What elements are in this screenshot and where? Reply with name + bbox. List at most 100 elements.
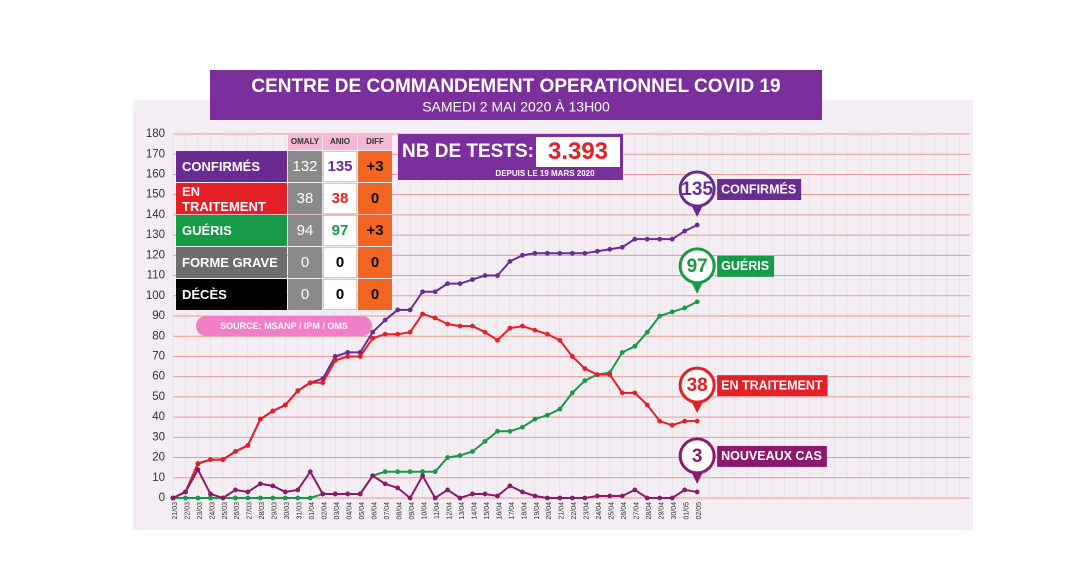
point [507,325,513,331]
point [582,366,588,371]
point [582,250,588,256]
point [382,331,388,337]
cell-diff: 0 [358,247,392,278]
row-label: EN TRAITEMENT [176,183,287,214]
point [594,248,600,254]
point [557,406,563,412]
point [582,378,588,384]
point [607,372,613,378]
point [332,354,338,359]
point [345,491,351,497]
y-tick-label: 60 [152,371,165,383]
point [569,250,575,256]
x-tick-label: 08/04 [396,502,403,520]
x-tick-label: 21/04 [559,502,566,520]
point [345,354,351,359]
y-tick-label: 40 [152,411,165,423]
x-tick-label: 18/04 [521,502,528,520]
point [432,469,438,475]
end-value-label: 3 [692,446,703,467]
row-label: DÉCÈS [176,279,287,310]
point [594,493,600,499]
x-tick-label: 10/04 [421,502,428,520]
point [457,495,463,501]
cell-diff: +3 [358,151,392,182]
x-tick-label: 17/04 [509,502,516,520]
x-tick-label: 29/04 [659,502,666,520]
point [619,390,625,396]
point [183,489,188,495]
row-label: CONFIRMÉS [176,151,287,182]
title-banner [210,70,822,120]
point [557,495,563,501]
legend-label: NOUVEAUX CAS [721,449,822,463]
point [657,313,663,319]
x-tick-label: 06/04 [372,502,379,520]
x-tick-label: 21/03 [172,502,179,520]
x-tick-label: 02/04 [322,502,329,520]
y-tick-label: 10 [152,472,165,484]
point [619,493,625,499]
point [470,491,475,497]
x-tick-label: 14/04 [471,502,478,520]
y-tick-label: 30 [152,431,165,443]
y-tick-label: 180 [146,128,165,140]
legend-label: CONFIRMÉS [721,181,796,196]
point [370,329,376,335]
cell-omaly: 94 [288,215,322,246]
point [420,311,425,317]
cell-anio: 38 [323,183,357,214]
x-tick-label: 27/03 [247,502,254,520]
point [395,307,401,313]
end-bubble [678,170,716,208]
point [482,329,488,335]
point [669,309,675,315]
point [220,495,226,501]
x-tick-label: 25/03 [222,502,229,520]
point [482,273,488,278]
point [445,321,450,327]
series: 3 NOUVEAUX CAS [170,437,827,501]
point [445,455,450,460]
point [632,390,638,396]
point [245,489,251,495]
tests-note: DEPUIS LE 19 MARS 2020 [495,168,595,178]
point [557,337,563,343]
point [682,305,688,311]
point [545,331,550,337]
col-header: ANIO [323,133,357,150]
y-tick-label: 120 [146,249,165,261]
point [257,416,263,422]
row-label: FORME GRAVE [176,247,287,278]
x-tick-label: 26/03 [234,502,241,520]
point [457,281,463,287]
point [282,489,288,495]
x-tick-label: 01/05 [684,502,691,520]
chart-subtitle: SAMEDI 2 MAI 2020 À 13H00 [422,99,610,115]
y-tick-label: 50 [152,391,165,403]
col-header: OMALY [288,133,322,150]
point [220,457,226,462]
point [694,489,700,495]
x-tick-label: 09/04 [409,502,416,520]
point [582,495,588,501]
point [545,250,550,256]
point [320,491,326,497]
point [282,495,288,501]
y-tick-label: 170 [146,148,165,160]
point [233,487,238,493]
point [607,246,613,252]
point [682,228,688,234]
point [694,299,700,305]
y-tick-label: 20 [152,452,165,464]
point [208,495,213,501]
point [657,236,663,242]
x-tick-label: 16/04 [496,502,503,520]
point [669,236,675,242]
x-tick-label: 24/04 [596,502,603,520]
point [295,487,301,493]
x-tick-label: 30/03 [284,502,291,520]
x-tick-label: 19/04 [534,502,541,520]
x-tick-label: 11/04 [434,502,441,519]
point [170,495,176,501]
